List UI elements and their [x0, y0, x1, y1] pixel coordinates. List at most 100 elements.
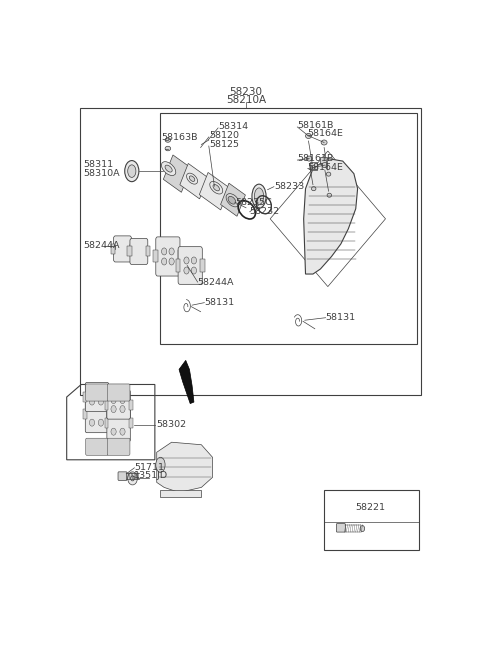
Ellipse shape [125, 160, 139, 182]
Text: 1351JD: 1351JD [134, 471, 168, 481]
Circle shape [192, 257, 196, 264]
Text: 58131: 58131 [204, 298, 234, 307]
Ellipse shape [189, 176, 195, 181]
Bar [105, 400, 108, 409]
Circle shape [184, 267, 189, 274]
Text: 58232: 58232 [250, 207, 280, 216]
Text: 58314: 58314 [218, 122, 248, 131]
FancyBboxPatch shape [336, 524, 345, 532]
Ellipse shape [165, 165, 172, 172]
Circle shape [162, 248, 167, 255]
Circle shape [111, 428, 116, 435]
Circle shape [184, 257, 189, 264]
FancyBboxPatch shape [85, 396, 109, 433]
Bar [310, 162, 317, 170]
Text: 58163B: 58163B [161, 133, 198, 142]
Circle shape [192, 267, 196, 274]
Ellipse shape [128, 165, 136, 177]
Ellipse shape [165, 146, 171, 151]
Bar [107, 392, 111, 402]
Circle shape [169, 248, 174, 255]
Circle shape [111, 396, 116, 404]
Circle shape [120, 406, 125, 413]
Ellipse shape [165, 138, 171, 142]
Polygon shape [179, 361, 194, 404]
Circle shape [111, 411, 116, 419]
Ellipse shape [306, 156, 312, 161]
FancyBboxPatch shape [107, 438, 130, 455]
Circle shape [360, 526, 365, 531]
FancyBboxPatch shape [178, 246, 202, 284]
Bar [127, 246, 132, 256]
Ellipse shape [161, 162, 176, 175]
Text: 58233: 58233 [274, 182, 304, 191]
Circle shape [131, 476, 134, 481]
Text: 58161B: 58161B [297, 121, 334, 130]
Bar [129, 419, 132, 428]
Bar [153, 250, 157, 263]
Ellipse shape [322, 162, 328, 168]
Text: 58221: 58221 [356, 503, 385, 512]
Bar [321, 156, 327, 164]
Text: 58310A: 58310A [84, 169, 120, 178]
Polygon shape [163, 155, 191, 192]
Ellipse shape [226, 194, 239, 207]
Circle shape [98, 419, 104, 426]
Bar [201, 259, 205, 271]
Bar [160, 490, 202, 497]
Ellipse shape [326, 172, 331, 176]
Text: 58244A: 58244A [198, 278, 234, 287]
Circle shape [89, 389, 95, 396]
FancyBboxPatch shape [107, 390, 130, 419]
Bar [129, 400, 132, 409]
Circle shape [98, 402, 104, 409]
Circle shape [169, 258, 174, 265]
Text: 58131: 58131 [325, 313, 356, 322]
Ellipse shape [156, 457, 165, 472]
Text: 58125: 58125 [209, 140, 239, 149]
Circle shape [111, 406, 116, 413]
Bar [83, 409, 87, 419]
FancyBboxPatch shape [85, 384, 108, 401]
Ellipse shape [252, 184, 266, 208]
FancyBboxPatch shape [107, 384, 130, 401]
FancyBboxPatch shape [130, 239, 148, 265]
Ellipse shape [228, 196, 236, 204]
FancyBboxPatch shape [118, 472, 127, 481]
Circle shape [128, 472, 137, 485]
Ellipse shape [321, 140, 327, 145]
Polygon shape [199, 173, 229, 210]
Bar [105, 419, 108, 428]
Text: 58311: 58311 [84, 160, 114, 169]
Bar [160, 113, 417, 344]
Circle shape [120, 428, 125, 435]
Polygon shape [221, 183, 245, 216]
Circle shape [89, 402, 95, 409]
Circle shape [162, 258, 167, 265]
Bar [111, 244, 115, 254]
Text: 58302: 58302 [156, 420, 186, 429]
FancyBboxPatch shape [114, 236, 132, 262]
Ellipse shape [327, 193, 332, 197]
Bar [81, 108, 421, 394]
Ellipse shape [312, 186, 316, 190]
Ellipse shape [213, 185, 219, 191]
Text: 58120: 58120 [209, 131, 239, 140]
Bar [324, 490, 419, 550]
Bar [130, 244, 134, 254]
Text: 58161B: 58161B [297, 154, 334, 163]
FancyBboxPatch shape [85, 438, 108, 455]
Circle shape [120, 411, 125, 419]
Polygon shape [180, 164, 208, 199]
Bar [146, 246, 150, 256]
Ellipse shape [187, 173, 198, 184]
Text: 58164E: 58164E [308, 162, 344, 171]
Bar [176, 259, 180, 271]
Ellipse shape [305, 134, 312, 138]
Polygon shape [156, 442, 213, 492]
Polygon shape [304, 158, 358, 274]
Circle shape [98, 398, 104, 405]
Text: 58230: 58230 [229, 87, 263, 97]
Circle shape [89, 419, 95, 426]
Bar [107, 409, 111, 419]
